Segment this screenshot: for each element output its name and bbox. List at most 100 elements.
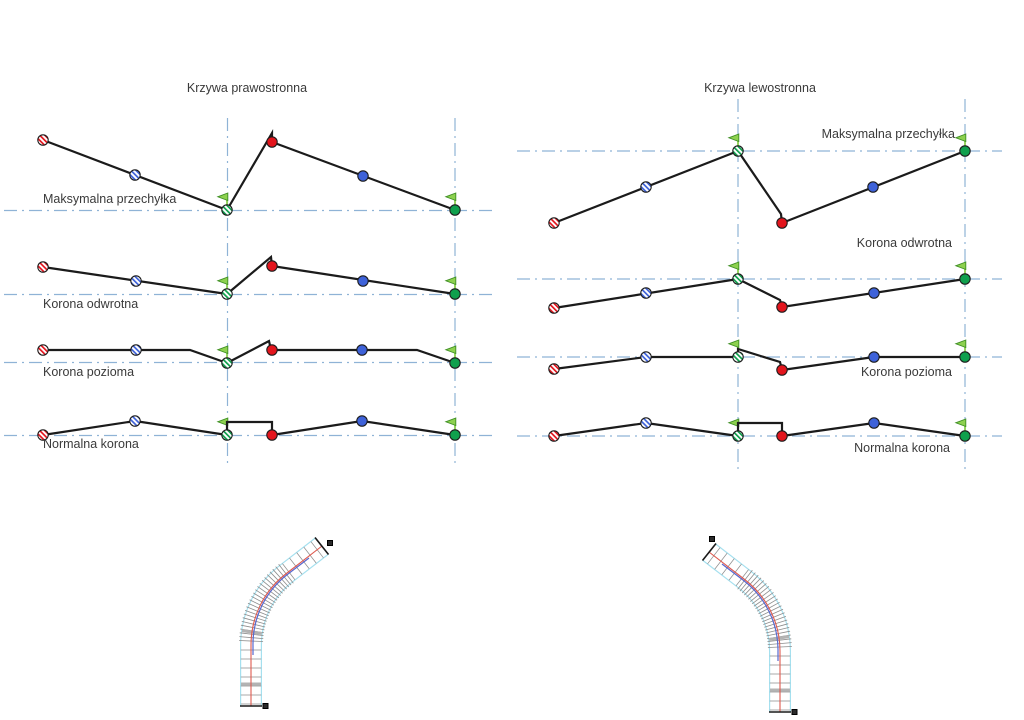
solid-green-station-marker	[959, 273, 971, 285]
critical-station-flag-icon	[216, 345, 229, 355]
plan-left-hand-curve	[701, 536, 798, 715]
hatch-red-station-marker	[548, 363, 560, 375]
solid-green-station-marker	[959, 351, 971, 363]
hatch-blue-station-marker	[129, 415, 141, 427]
solid-green-station-marker	[959, 430, 971, 442]
solid-green-station-marker	[449, 429, 461, 441]
solid-red-station-marker	[776, 430, 788, 442]
hatch-blue-station-marker	[640, 287, 652, 299]
panel-left-hand-curve	[517, 99, 1002, 470]
solid-red-station-marker	[266, 260, 278, 272]
hatch-blue-station-marker	[130, 275, 142, 287]
row-label-level-crown-right: Korona pozioma	[860, 365, 952, 379]
row-label-normal-crown-left: Normalna korona	[43, 437, 139, 451]
hatch-red-station-marker	[37, 344, 49, 356]
superelevation-row	[517, 417, 1002, 442]
solid-red-station-marker	[776, 217, 788, 229]
hatch-blue-station-marker	[640, 351, 652, 363]
solid-red-station-marker	[266, 429, 278, 441]
hatch-blue-station-marker	[640, 181, 652, 193]
hatch-red-station-marker	[37, 429, 49, 441]
critical-station-flag-icon	[954, 418, 967, 428]
critical-station-flag-icon	[216, 276, 229, 286]
superelevation-row	[4, 254, 497, 300]
hatch-red-station-marker	[548, 430, 560, 442]
hatch-green-station-marker	[221, 288, 233, 300]
station-marker	[262, 703, 269, 709]
solid-red-station-marker	[266, 344, 278, 356]
solid-green-station-marker	[449, 204, 461, 216]
superelevation-profile-line	[225, 254, 457, 296]
superelevation-profile-line	[736, 421, 784, 438]
solid-blue-station-marker	[356, 344, 368, 356]
superelevation-profile-line	[736, 347, 784, 372]
hatch-green-station-marker	[221, 429, 233, 441]
solid-green-station-marker	[449, 357, 461, 369]
superelevation-profile-line	[736, 277, 967, 309]
hatch-blue-station-marker	[640, 417, 652, 429]
superelevation-profile-line	[225, 339, 457, 365]
critical-station-flag-icon	[727, 339, 740, 349]
critical-station-flag-icon	[216, 192, 229, 202]
row-label-reverse-crown-right: Korona odwrotna	[856, 236, 952, 250]
critical-station-flag-icon	[954, 133, 967, 143]
offset-line	[252, 557, 310, 655]
solid-red-station-marker	[266, 136, 278, 148]
solid-blue-station-marker	[357, 275, 369, 287]
row-label-max-superelevation-left: Maksymalna przechyłka	[43, 192, 177, 206]
superelevation-row	[517, 261, 1002, 314]
superelevation-row	[4, 339, 497, 369]
critical-station-flag-icon	[727, 261, 740, 271]
superelevation-profile-line	[225, 420, 274, 437]
row-label-level-crown-left: Korona pozioma	[43, 365, 135, 379]
left-curve-title: Krzywa lewostronna	[704, 81, 816, 95]
alignment-end-cap	[701, 543, 717, 561]
hatch-green-station-marker	[732, 145, 744, 157]
solid-red-station-marker	[776, 364, 788, 376]
solid-blue-station-marker	[868, 287, 880, 299]
row-label-reverse-crown-left: Korona odwrotna	[43, 297, 139, 311]
alignment-end-cap	[314, 537, 330, 555]
superelevation-profile-line	[225, 128, 457, 212]
critical-station-flag-icon	[444, 345, 457, 355]
panel-right-hand-curve	[4, 118, 497, 468]
solid-green-station-marker	[449, 288, 461, 300]
alignment-centerline	[250, 545, 323, 706]
station-marker	[791, 709, 798, 715]
solid-green-station-marker	[959, 145, 971, 157]
superelevation-row	[4, 128, 497, 216]
solid-blue-station-marker	[868, 351, 880, 363]
hatch-red-station-marker	[37, 261, 49, 273]
critical-station-flag-icon	[954, 339, 967, 349]
critical-station-flag-icon	[444, 276, 457, 286]
superelevation-profile-line	[41, 348, 229, 365]
critical-station-flag-icon	[954, 261, 967, 271]
row-label-normal-crown-right: Normalna korona	[854, 441, 950, 455]
alignment-centerline	[708, 551, 781, 712]
critical-station-flag-icon	[727, 133, 740, 143]
hatch-blue-station-marker	[129, 169, 141, 181]
superelevation-row	[517, 339, 1002, 376]
station-marker	[327, 540, 333, 546]
hatch-green-station-marker	[732, 430, 744, 442]
plan-right-hand-curve	[239, 537, 333, 709]
solid-blue-station-marker	[868, 417, 880, 429]
hatch-red-station-marker	[548, 217, 560, 229]
right-curve-title: Krzywa prawostronna	[186, 81, 308, 95]
hatch-green-station-marker	[732, 273, 744, 285]
solid-red-station-marker	[776, 301, 788, 313]
superelevation-row	[4, 415, 497, 441]
hatch-blue-station-marker	[130, 344, 142, 356]
superelevation-profile-line	[736, 149, 967, 225]
critical-station-flag-icon	[444, 192, 457, 202]
row-label-max-superelevation-right: Maksymalna przechyłka	[821, 127, 955, 141]
hatch-green-station-marker	[221, 204, 233, 216]
hatch-green-station-marker	[221, 357, 233, 369]
solid-blue-station-marker	[357, 170, 369, 182]
station-marker	[709, 536, 715, 542]
hatch-green-station-marker	[732, 351, 744, 363]
offset-line	[721, 563, 779, 661]
solid-blue-station-marker	[867, 181, 879, 193]
